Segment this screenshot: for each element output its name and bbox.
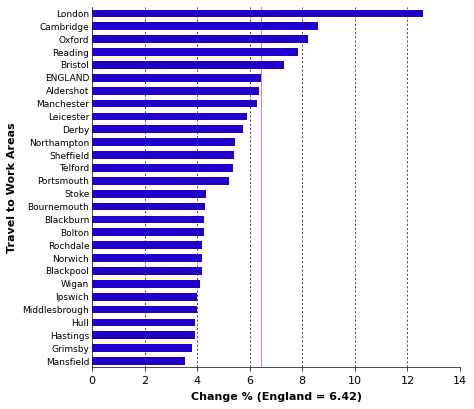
Bar <box>92 306 197 313</box>
Bar <box>92 177 228 184</box>
Bar <box>92 35 308 43</box>
Bar <box>92 331 195 339</box>
Bar <box>92 9 423 17</box>
Bar <box>92 151 234 159</box>
Bar <box>92 87 259 94</box>
Bar <box>92 216 204 223</box>
Bar <box>92 344 192 352</box>
Bar <box>92 164 233 172</box>
X-axis label: Change % (England = 6.42): Change % (England = 6.42) <box>191 392 362 402</box>
Bar <box>92 48 298 56</box>
Bar <box>92 267 202 275</box>
Bar <box>92 112 247 120</box>
Bar <box>92 319 195 326</box>
Bar <box>92 100 257 108</box>
Bar <box>92 22 318 30</box>
Bar <box>92 254 202 262</box>
Bar <box>92 190 206 198</box>
Bar <box>92 203 205 210</box>
Bar <box>92 228 204 236</box>
Bar <box>92 74 261 82</box>
Bar <box>92 293 197 301</box>
Bar <box>92 241 202 249</box>
Bar <box>92 280 200 288</box>
Y-axis label: Travel to Work Areas: Travel to Work Areas <box>7 122 17 252</box>
Bar <box>92 126 243 133</box>
Bar <box>92 61 284 69</box>
Bar <box>92 357 185 365</box>
Bar <box>92 138 235 146</box>
